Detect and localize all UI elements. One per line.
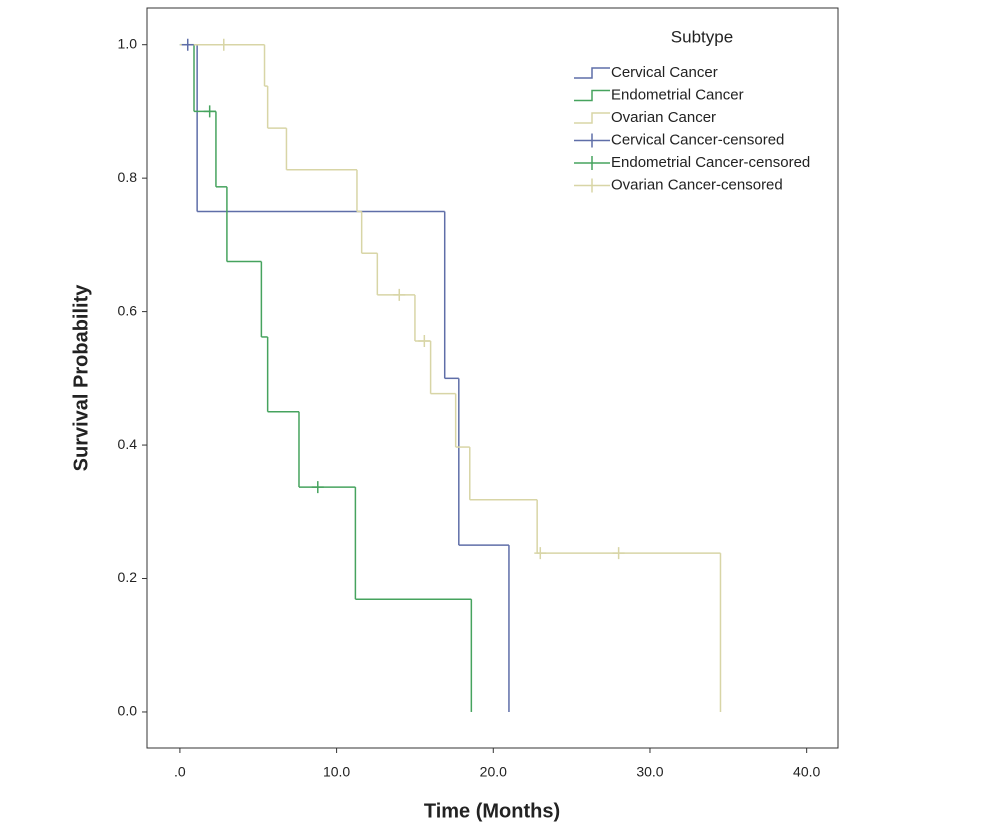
legend-swatch bbox=[574, 133, 610, 148]
y-tick-label: 0.8 bbox=[118, 169, 138, 185]
legend-label: Endometrial Cancer-censored bbox=[611, 154, 810, 171]
x-tick-label: .0 bbox=[174, 764, 186, 780]
legend-swatch bbox=[574, 178, 610, 193]
y-tick-label: 0.0 bbox=[118, 703, 138, 719]
censor-mark bbox=[534, 547, 547, 560]
censor-mark bbox=[311, 481, 324, 494]
censor-mark bbox=[217, 38, 230, 51]
legend-swatch bbox=[574, 89, 610, 102]
x-axis-title: Time (Months) bbox=[424, 800, 560, 822]
censor-mark bbox=[612, 547, 625, 560]
legend-label: Cervical Cancer bbox=[611, 64, 718, 81]
censor-mark bbox=[203, 105, 216, 118]
censor-mark bbox=[181, 38, 194, 51]
legend-swatch bbox=[574, 156, 610, 170]
legend-label: Ovarian Cancer-censored bbox=[611, 176, 783, 193]
censor-mark bbox=[418, 334, 431, 347]
legend-label: Cervical Cancer-censored bbox=[611, 131, 784, 148]
y-tick-label: 0.2 bbox=[118, 569, 138, 585]
x-tick-label: 20.0 bbox=[480, 764, 507, 780]
y-tick-label: 1.0 bbox=[118, 35, 138, 51]
legend-label: Endometrial Cancer bbox=[611, 86, 744, 103]
legend-label: Ovarian Cancer bbox=[611, 109, 716, 126]
y-tick-label: 0.4 bbox=[118, 436, 138, 452]
y-axis-title: Survival Probability bbox=[70, 284, 92, 472]
legend-swatch bbox=[574, 67, 610, 79]
x-tick-label: 40.0 bbox=[793, 764, 820, 780]
plot-frame bbox=[146, 7, 839, 749]
x-tick-label: 30.0 bbox=[636, 764, 663, 780]
legend-swatch bbox=[574, 112, 610, 124]
y-tick-label: 0.6 bbox=[118, 302, 138, 318]
legend-title: Subtype bbox=[671, 27, 733, 46]
censor-mark bbox=[393, 288, 406, 301]
x-tick-label: 10.0 bbox=[323, 764, 350, 780]
